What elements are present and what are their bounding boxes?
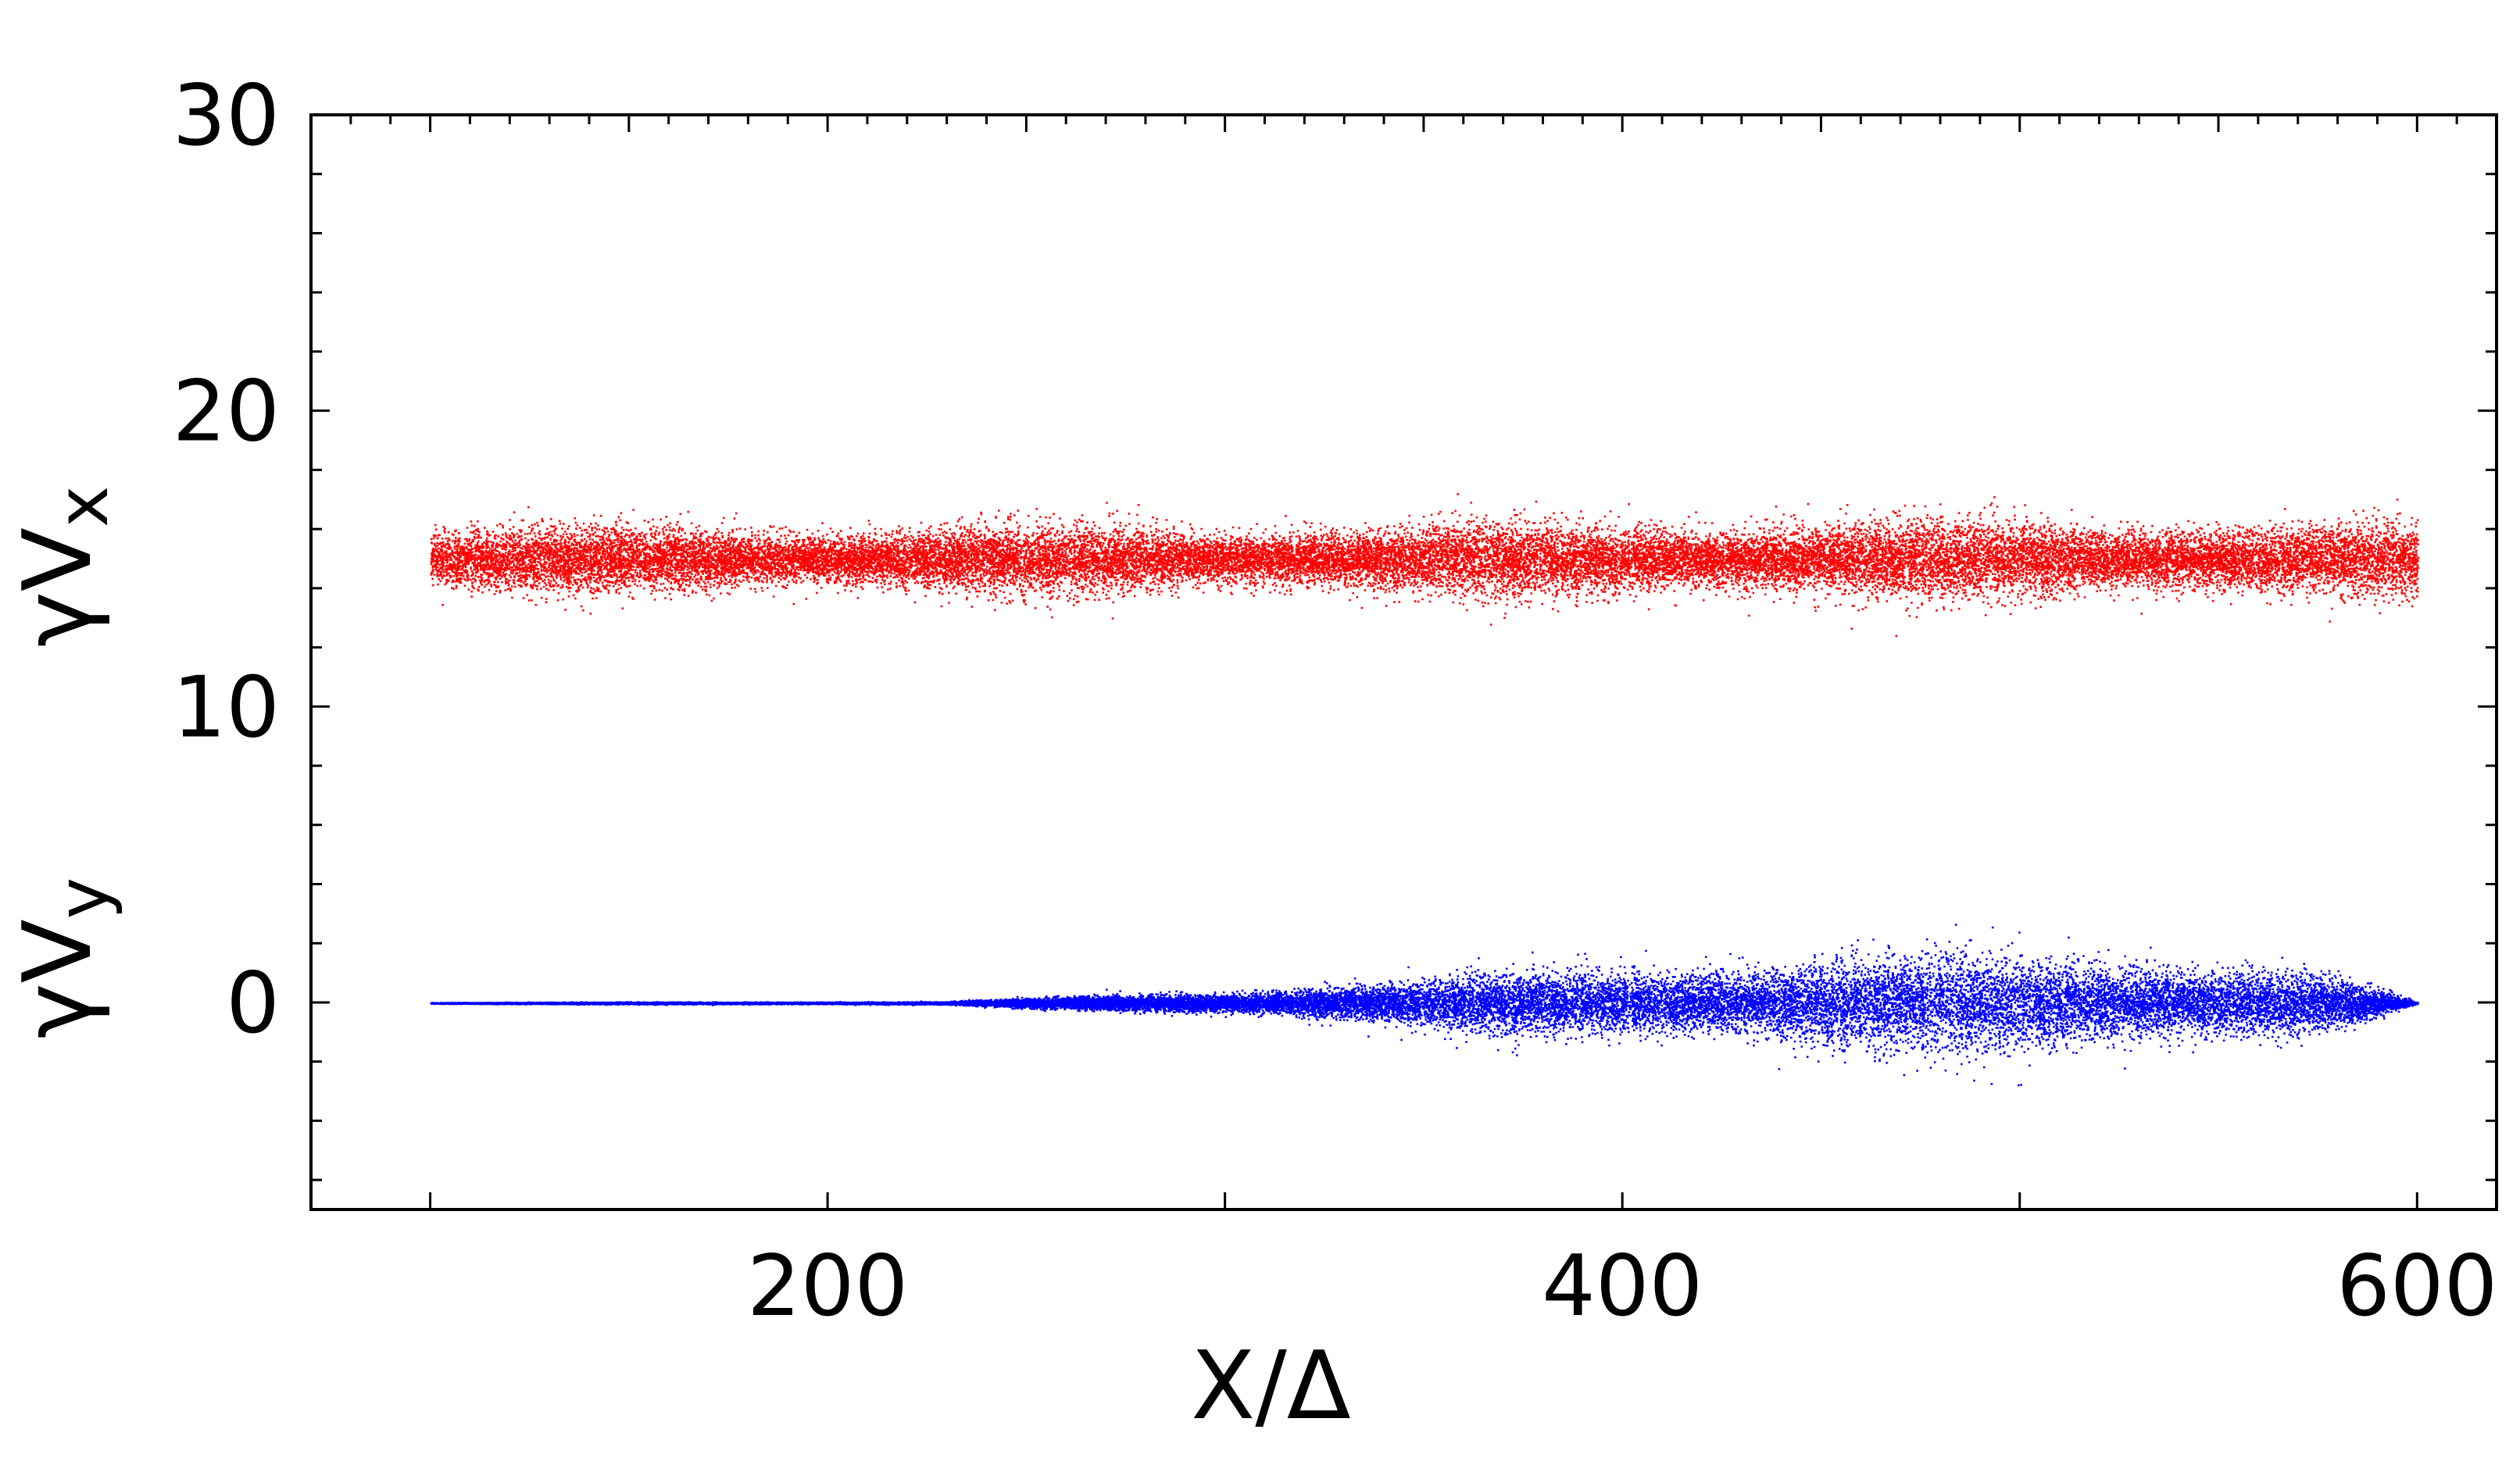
x-tick-label: 600 — [2336, 1238, 2497, 1335]
scatter-point-cloud — [430, 493, 2419, 638]
scatter-point-cloud — [430, 924, 2419, 1087]
y-axis-label-vx-base: γV — [4, 527, 113, 647]
y-tick-label: 30 — [173, 67, 280, 165]
axis-ticks — [311, 113, 2498, 1210]
x-axis-label: X/Δ — [1191, 1332, 1351, 1441]
y-axis-label-vx: γVx — [4, 486, 124, 647]
series-vx — [430, 493, 2419, 638]
y-axis-label-vy: γVy — [4, 877, 124, 1038]
plot-frame — [309, 113, 2498, 1211]
x-tick-label: 400 — [1542, 1238, 1703, 1335]
y-tick-label: 10 — [173, 659, 280, 756]
x-tick-label: 200 — [747, 1238, 908, 1335]
y-axis-label-vy-base: γV — [4, 919, 113, 1038]
y-axis-label-vy-sub: y — [42, 877, 124, 919]
y-tick-label: 20 — [173, 363, 280, 461]
y-tick-label: 0 — [226, 955, 280, 1052]
tick-labels: 200 400 600 0 10 20 30 — [173, 67, 2498, 1335]
y-axis-label-vx-sub: x — [42, 486, 124, 527]
scatter-points — [430, 493, 2419, 1087]
series-vy — [430, 924, 2419, 1087]
